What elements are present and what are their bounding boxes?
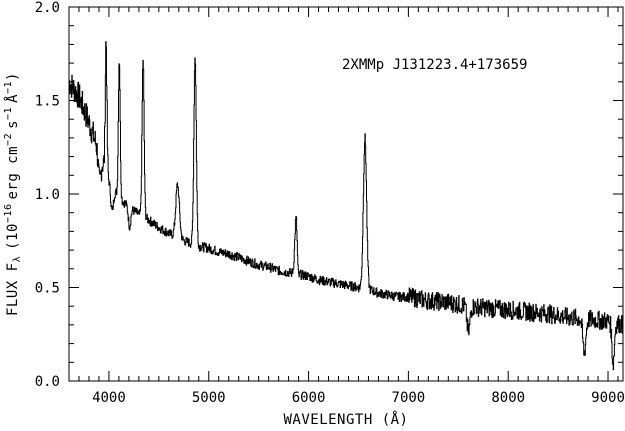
y-title-main: FLUX F [5,262,21,316]
y-title-units-open: (10 [5,223,21,250]
x-axis-title: WAVELENGTH (Å) [283,411,408,428]
y-title-exp1: −16 [3,204,14,224]
y-tick-label: 2.0 [35,0,60,16]
x-tick-label: 7000 [392,390,426,406]
y-title-close: ) [5,72,21,81]
y-title-ang: Å [4,94,21,103]
y-title-erg: erg cm [5,146,21,200]
x-tick-label: 9000 [591,390,625,406]
y-title-exp3: −1 [3,107,14,120]
y-title-s: s [5,120,21,129]
y-title-exp4: −1 [3,81,14,94]
y-axis-tick-labels: 0.0 0.5 1.0 1.5 2.0 [35,0,60,390]
y-tick-label: 1.0 [35,187,60,203]
y-title-sub: λ [12,256,23,263]
object-name-annotation: 2XMMp J131223.4+173659 [342,57,527,73]
x-tick-label: 4000 [92,390,126,406]
y-tick-label: 0.0 [35,374,60,390]
spectrum-series-line [68,41,624,371]
y-tick-label: 0.5 [35,281,60,297]
y-title-exp2: −2 [3,133,14,146]
x-tick-label: 5000 [192,390,226,406]
y-tick-label: 1.5 [35,94,60,110]
x-tick-label: 6000 [292,390,326,406]
x-tick-label: 8000 [491,390,525,406]
x-axis-ticks [78,7,619,381]
x-axis-tick-labels: 4000 5000 6000 7000 8000 9000 [92,390,625,406]
y-axis-title: FLUX Fλ(10−16erg cm−2s−1Å−1) [3,72,23,316]
